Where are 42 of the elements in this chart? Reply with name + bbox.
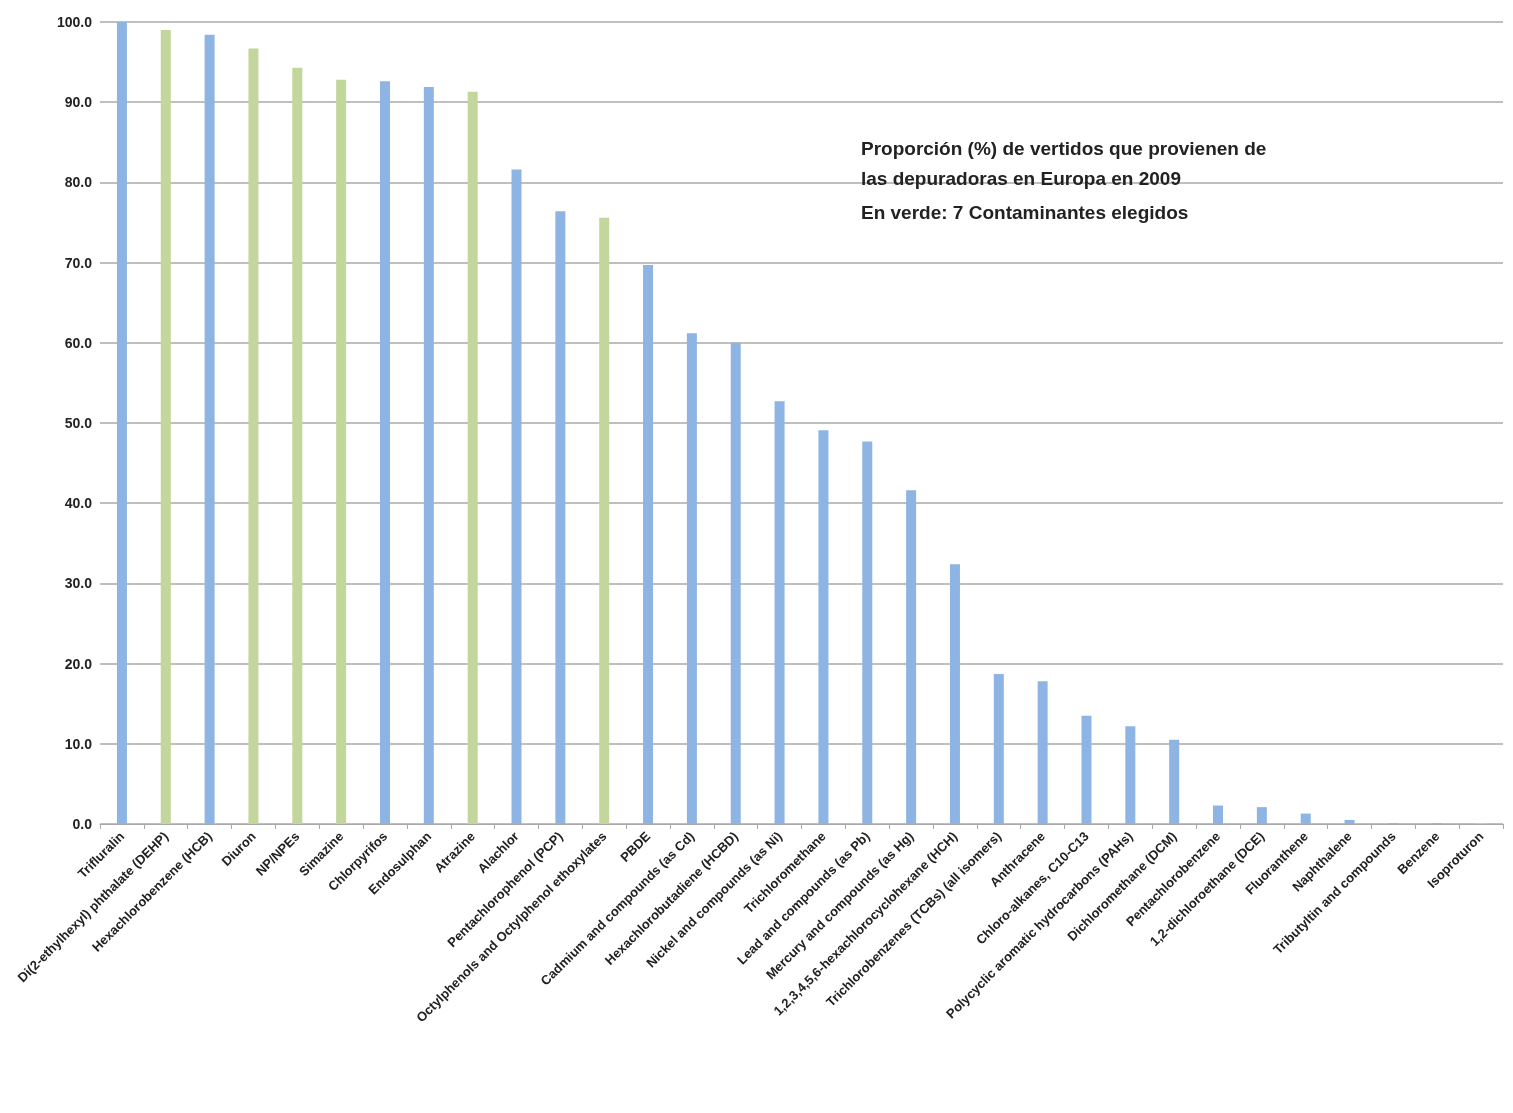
bar	[1213, 805, 1224, 824]
y-tick-label: 90.0	[64, 94, 93, 111]
y-tick-label: 80.0	[64, 174, 93, 191]
bar	[1169, 739, 1180, 824]
bar	[467, 91, 478, 824]
bar	[292, 67, 303, 824]
bar	[1300, 813, 1311, 824]
bar	[1125, 726, 1136, 824]
bar	[336, 79, 347, 824]
y-tick-label: 40.0	[64, 495, 93, 512]
y-tick-label: 10.0	[64, 735, 93, 752]
bar	[862, 441, 873, 824]
bar	[248, 48, 259, 824]
y-tick-label: 30.0	[64, 575, 93, 592]
y-tick-label: 70.0	[64, 254, 93, 271]
y-tick-label: 0.0	[72, 816, 93, 832]
y-tick-label: 20.0	[64, 655, 93, 672]
bar	[1081, 715, 1092, 824]
bar	[686, 333, 697, 824]
bar	[204, 34, 215, 824]
bar	[643, 265, 654, 824]
bar	[423, 86, 434, 824]
bar	[511, 169, 522, 824]
bar	[1344, 819, 1355, 824]
bar	[379, 81, 390, 824]
bar	[906, 490, 917, 824]
text: Proporción (%) de vertidos que provienen de las depuradoras en Europa en 2009	[861, 137, 1267, 189]
bar	[555, 211, 566, 824]
bar	[818, 430, 829, 824]
bar	[774, 401, 785, 824]
bar	[1037, 681, 1048, 824]
y-tick-label: 60.0	[64, 334, 93, 351]
y-tick-label: 100.0	[56, 14, 93, 30]
bar	[993, 674, 1004, 824]
bar	[730, 342, 741, 824]
text: En verde: 7 Contaminantes elegidos	[861, 202, 1189, 223]
y-tick-label: 50.0	[64, 415, 93, 431]
bar	[160, 30, 171, 824]
bar	[949, 564, 960, 824]
bar	[599, 217, 610, 824]
bar	[116, 22, 127, 824]
bar	[1256, 807, 1267, 824]
